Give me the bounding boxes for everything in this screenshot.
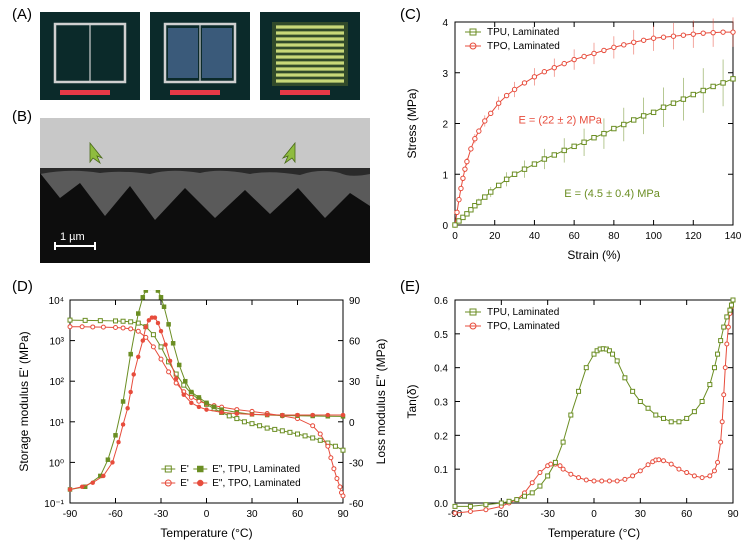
- panel-label-b: (B): [12, 108, 32, 125]
- svg-text:-60: -60: [349, 499, 364, 510]
- scalebar-label: 1 µm: [60, 231, 85, 243]
- svg-text:-30: -30: [349, 458, 364, 469]
- svg-text:40: 40: [529, 231, 541, 242]
- svg-text:Loss modulus E" (MPa): Loss modulus E" (MPa): [374, 339, 388, 465]
- svg-text:10²: 10²: [50, 377, 65, 388]
- svg-text:E = (4.5 ± 0.4) MPa: E = (4.5 ± 0.4) MPa: [564, 188, 660, 200]
- svg-text:4: 4: [442, 18, 448, 29]
- svg-text:30: 30: [246, 509, 258, 520]
- svg-text:-90: -90: [63, 509, 78, 520]
- svg-text:10³: 10³: [50, 337, 65, 348]
- svg-text:1: 1: [442, 170, 448, 181]
- svg-text:20: 20: [489, 231, 501, 242]
- svg-text:0.4: 0.4: [434, 364, 448, 375]
- svg-text:Storage modulus E' (MPa): Storage modulus E' (MPa): [17, 331, 31, 471]
- svg-text:140: 140: [725, 231, 742, 242]
- svg-text:-60: -60: [108, 509, 123, 520]
- svg-text:0.3: 0.3: [434, 398, 448, 409]
- svg-text:0.5: 0.5: [434, 330, 448, 341]
- svg-text:TPO, Laminated: TPO, Laminated: [487, 41, 560, 52]
- svg-text:-30: -30: [154, 509, 169, 520]
- svg-text:60: 60: [681, 509, 693, 520]
- svg-text:TPU, Laminated: TPU, Laminated: [487, 27, 559, 38]
- svg-text:E", TPO, Laminated: E", TPO, Laminated: [212, 478, 300, 489]
- svg-text:TPO, Laminated: TPO, Laminated: [487, 321, 560, 332]
- svg-text:90: 90: [337, 509, 349, 520]
- svg-text:90: 90: [349, 296, 361, 307]
- svg-text:0.0: 0.0: [434, 499, 448, 510]
- svg-text:60: 60: [569, 231, 581, 242]
- svg-text:-30: -30: [540, 509, 555, 520]
- svg-text:0.6: 0.6: [434, 296, 448, 307]
- svg-text:2: 2: [442, 120, 448, 131]
- panel-label-a: (A): [12, 6, 32, 23]
- svg-text:60: 60: [349, 337, 361, 348]
- svg-text:E': E': [180, 464, 189, 475]
- svg-text:Strain (%): Strain (%): [567, 248, 620, 262]
- svg-text:E': E': [180, 478, 189, 489]
- svg-text:0: 0: [452, 231, 458, 242]
- panel-e-chart: -90-60-3003060900.00.10.20.30.40.50.6Tem…: [400, 290, 745, 545]
- svg-text:10⁰: 10⁰: [49, 458, 64, 469]
- svg-text:80: 80: [608, 231, 620, 242]
- svg-text:10⁻¹: 10⁻¹: [44, 499, 64, 510]
- svg-text:0: 0: [591, 509, 597, 520]
- svg-text:Temperature (°C): Temperature (°C): [548, 526, 640, 540]
- svg-text:Temperature (°C): Temperature (°C): [160, 526, 252, 540]
- panel-a-photos: [40, 12, 370, 102]
- svg-text:3: 3: [442, 69, 448, 80]
- svg-text:0: 0: [204, 509, 210, 520]
- panel-b-micrograph: 1 µm: [40, 118, 370, 263]
- svg-text:120: 120: [685, 231, 702, 242]
- svg-text:100: 100: [645, 231, 662, 242]
- panel-d-chart: -90 -60 -30 0 30 60 90 10⁻¹ 10⁰ 10¹ 10² 10³ 10⁴ -60 -3…: [12, 290, 395, 545]
- svg-text:-60: -60: [494, 509, 509, 520]
- svg-text:60: 60: [292, 509, 304, 520]
- svg-text:E", TPU, Laminated: E", TPU, Laminated: [212, 464, 300, 475]
- svg-text:Stress (MPa): Stress (MPa): [405, 88, 419, 158]
- svg-text:TPU, Laminated: TPU, Laminated: [487, 307, 559, 318]
- svg-text:30: 30: [635, 509, 647, 520]
- svg-text:0: 0: [442, 221, 448, 232]
- panel-c-chart: 0 20 40 60 80 100 120 140 0 1 2 3 4 Strain (%) Stress …: [400, 12, 745, 267]
- svg-text:E = (22 ± 2) MPa: E = (22 ± 2) MPa: [519, 115, 603, 127]
- svg-text:10¹: 10¹: [50, 418, 65, 429]
- svg-text:30: 30: [349, 377, 361, 388]
- svg-text:90: 90: [727, 509, 739, 520]
- svg-text:10⁴: 10⁴: [49, 296, 64, 307]
- svg-text:0: 0: [349, 418, 355, 429]
- svg-text:0.2: 0.2: [434, 431, 448, 442]
- svg-text:Tan(δ): Tan(δ): [405, 384, 419, 418]
- svg-text:0.1: 0.1: [434, 465, 448, 476]
